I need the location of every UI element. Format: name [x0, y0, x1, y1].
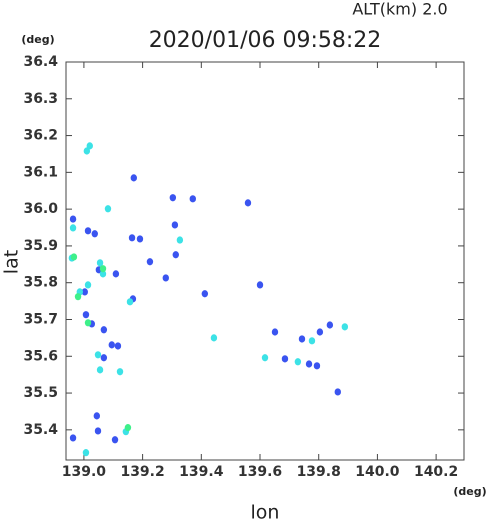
echo-point [82, 449, 90, 457]
altitude-label: ALT(km) 2.0 [352, 0, 447, 19]
y-tick-label: 35.5 [23, 385, 58, 401]
x-tick-label: 139.6 [238, 464, 282, 480]
echo-point [244, 199, 252, 207]
echo-point [146, 258, 154, 266]
echo-point [104, 205, 112, 213]
x-unit: (deg) [453, 485, 486, 498]
echo-point [136, 235, 144, 243]
echo-point [108, 341, 115, 349]
echo-point [69, 224, 77, 232]
echo-point [84, 281, 92, 289]
y-tick-label: 36.2 [23, 128, 58, 144]
echo-point [91, 230, 98, 238]
echo-point [96, 366, 104, 374]
echo-point [256, 281, 264, 289]
echo-point [334, 388, 341, 396]
echo-point [313, 362, 321, 370]
y-tick-label: 36.4 [23, 54, 58, 70]
echo-point [111, 436, 119, 444]
echo-point [326, 321, 334, 329]
echo-point [124, 424, 132, 432]
echo-point [116, 368, 124, 376]
echo-point [210, 334, 218, 342]
echo-point [70, 253, 78, 261]
echo-point [128, 234, 136, 242]
plot-frame [65, 61, 465, 461]
echo-point [201, 290, 209, 298]
echo-point [298, 335, 306, 343]
echo-point [96, 259, 104, 267]
echo-point [271, 328, 279, 336]
y-tick-label: 35.8 [23, 275, 58, 291]
y-tick-label: 35.9 [23, 238, 58, 254]
echo-point [94, 427, 102, 435]
echo-point [99, 265, 107, 273]
echo-point [99, 270, 107, 278]
echo-point [169, 194, 177, 202]
echo-point [130, 174, 138, 182]
echo-point [341, 323, 349, 331]
echo-point [86, 142, 93, 150]
echo-point [261, 354, 269, 362]
echo-point [82, 311, 90, 319]
echo-point [126, 298, 134, 306]
echo-point [112, 270, 120, 278]
echo-point [100, 354, 108, 362]
echo-point [189, 195, 196, 203]
y-axis-label: lat [1, 250, 23, 274]
echo-point [171, 221, 179, 229]
echo-point [84, 319, 92, 327]
echo-point [176, 236, 184, 244]
echo-point [83, 147, 91, 155]
x-tick-label: 140.2 [414, 464, 458, 480]
x-tick-label: 139.8 [297, 464, 341, 480]
echo-point [316, 328, 324, 336]
y-tick-label: 36.3 [23, 91, 58, 107]
echo-point [294, 358, 302, 366]
x-tick-label: 139.4 [179, 464, 224, 480]
echo-point [69, 434, 77, 442]
y-tick-label: 35.7 [23, 311, 58, 327]
x-tick-label: 139.2 [120, 464, 164, 480]
y-unit: (deg) [21, 33, 54, 46]
echo-point [69, 215, 77, 223]
chart-title: 2020/01/06 09:58:22 [149, 28, 382, 53]
echo-point [100, 326, 108, 334]
y-tick-label: 35.6 [23, 348, 58, 364]
echo-point [114, 342, 122, 350]
y-tick-label: 35.4 [23, 422, 58, 438]
echo-point [305, 360, 313, 368]
x-tick-label: 139.0 [62, 464, 107, 480]
echo-point [308, 337, 316, 345]
y-tick-label: 36.1 [23, 164, 58, 180]
echo-point [74, 293, 82, 301]
x-tick-label: 140.0 [355, 464, 400, 480]
y-tick-label: 36.0 [23, 201, 58, 217]
echo-point [81, 288, 88, 296]
echo-point [172, 251, 179, 259]
x-axis-label: lon [251, 502, 280, 521]
echo-point [162, 274, 169, 282]
echo-point [281, 355, 289, 363]
echo-point [93, 412, 101, 420]
echo-point [84, 227, 92, 235]
echo-point [94, 351, 102, 359]
